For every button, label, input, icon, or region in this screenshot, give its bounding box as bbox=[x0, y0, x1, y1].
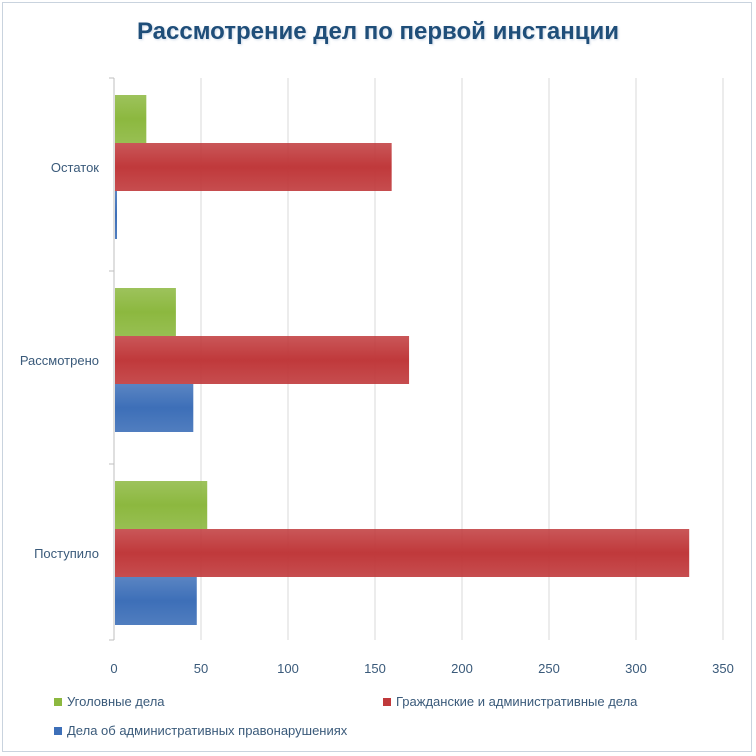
x-tick-label-50: 50 bbox=[194, 661, 208, 676]
legend-item-civil: Гражданские и административные дела bbox=[383, 694, 637, 709]
legend-label-criminal: Уголовные дела bbox=[67, 694, 165, 709]
x-tick-label-150: 150 bbox=[364, 661, 386, 676]
x-tick-label-200: 200 bbox=[451, 661, 473, 676]
legend-label-administrative: Дела об административных правонарушениях bbox=[67, 723, 348, 738]
x-tick-label-0: 0 bbox=[110, 661, 117, 676]
x-tick-label-300: 300 bbox=[625, 661, 647, 676]
bar-1-2 bbox=[115, 529, 690, 577]
bar-0-1 bbox=[115, 288, 176, 336]
bar-2-1 bbox=[115, 384, 194, 432]
bar-2-2 bbox=[115, 577, 197, 625]
bar-1-1 bbox=[115, 336, 410, 384]
legend-swatch-civil bbox=[383, 697, 391, 706]
x-tick-label-350: 350 bbox=[712, 661, 734, 676]
bar-1-0 bbox=[115, 143, 392, 191]
legend-item-criminal: Уголовные дела bbox=[54, 694, 165, 709]
legend-swatch-administrative bbox=[54, 726, 62, 735]
legend-label-civil: Гражданские и административные дела bbox=[396, 694, 638, 709]
legend-swatch-criminal bbox=[54, 697, 62, 706]
bar-0-0 bbox=[115, 95, 147, 143]
category-label-0: Остаток bbox=[51, 160, 99, 175]
x-tick-label-250: 250 bbox=[538, 661, 560, 676]
x-tick-label-100: 100 bbox=[277, 661, 299, 676]
chart-title: Рассмотрение дел по первой инстанции bbox=[136, 18, 620, 45]
bar-2-0 bbox=[115, 191, 117, 239]
category-label-2: Поступило bbox=[34, 546, 99, 561]
bar-0-2 bbox=[115, 481, 208, 529]
legend-item-administrative: Дела об административных правонарушениях bbox=[54, 723, 347, 738]
category-label-1: Рассмотрено bbox=[20, 353, 99, 368]
